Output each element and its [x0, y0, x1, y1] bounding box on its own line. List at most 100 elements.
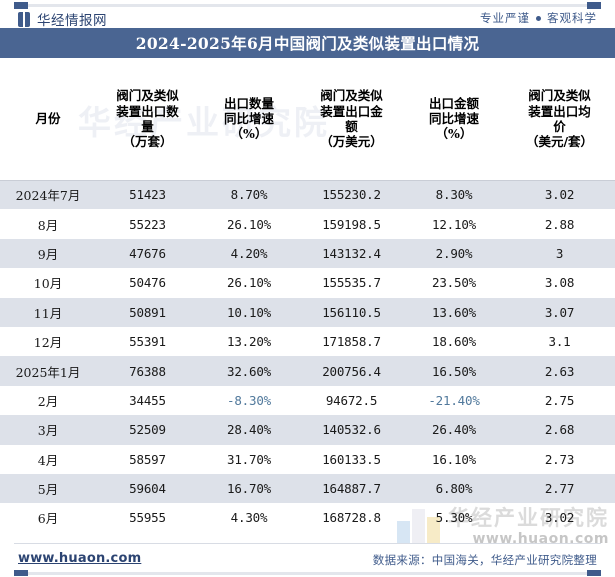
cell-quantity-yoy: 32.60% — [227, 363, 271, 379]
cell-quantity-yoy: 28.40% — [227, 422, 271, 438]
tagline: 专业严谨 客观科学 — [480, 10, 597, 26]
table-row: 9月 47676 4.20% 143132.4 2.90% 3 — [0, 238, 615, 269]
cell-amount-yoy: -21.40% — [428, 392, 480, 408]
table-head: 月份 阀门及类似 装置出口数 量 （万套） 出口数量 同比增速 （%） 阀门及类… — [0, 58, 615, 180]
footer-website-link[interactable]: www.huaon.com — [18, 551, 142, 566]
cell-amount-yoy: 18.60% — [432, 334, 476, 350]
bottom-rule-left-cap — [14, 570, 28, 576]
brand[interactable]: 华经情报网 — [18, 9, 107, 29]
cell-month: 11月 — [33, 305, 63, 321]
cell-amount: 155230.2 — [322, 187, 381, 203]
cell-month: 2月 — [37, 393, 59, 409]
cell-quantity: 55391 — [129, 334, 166, 350]
table-row: 6月 55955 4.30% 168728.8 5.30% 3.02 — [0, 503, 615, 532]
cell-amount-yoy: 2.90% — [435, 245, 473, 261]
cell-quantity-yoy: 26.10% — [227, 216, 271, 232]
page-title: 2024-2025年6月中国阀门及类似装置出口情况 — [135, 34, 480, 53]
cell-quantity-yoy: 16.70% — [227, 481, 271, 497]
cell-month: 4月 — [37, 452, 59, 468]
cell-quantity: 58597 — [129, 451, 166, 467]
cell-average-price: 2.73 — [544, 451, 575, 467]
top-bar — [0, 0, 615, 28]
cell-month: 10月 — [33, 276, 63, 292]
bottom-rule-right-cap — [587, 570, 601, 576]
table-header-row: 月份 阀门及类似 装置出口数 量 （万套） 出口数量 同比增速 （%） 阀门及类… — [0, 58, 615, 180]
cell-quantity: 51423 — [129, 187, 166, 203]
table-row: 2月 34455 -8.30% 94672.5 -21.40% 2.75 — [0, 386, 615, 415]
cell-amount: 94672.5 — [325, 392, 378, 408]
cell-amount-yoy: 5.30% — [435, 510, 473, 526]
cell-quantity: 76388 — [129, 363, 166, 379]
cell-amount-yoy: 8.30% — [435, 187, 473, 203]
table-row: 3月 52509 28.40% 140532.6 26.40% 2.68 — [0, 415, 615, 445]
cell-amount-yoy: 16.10% — [432, 451, 476, 467]
cell-amount: 156110.5 — [322, 304, 381, 320]
cell-month: 2024年7月 — [15, 188, 81, 204]
cell-quantity-yoy: 4.20% — [230, 245, 268, 261]
cell-average-price: 3.08 — [544, 275, 575, 291]
col-header-average-price: 阀门及类似 装置出口均 价 （美元/套） — [525, 88, 594, 149]
cell-month: 3月 — [37, 423, 59, 439]
col-header-export-quantity: 阀门及类似 装置出口数 量 （万套） — [116, 88, 179, 149]
table-row: 5月 59604 16.70% 164887.7 6.80% 2.77 — [0, 473, 615, 504]
top-rule-left-cap — [14, 2, 28, 9]
cell-amount: 171858.7 — [322, 334, 381, 350]
cell-average-price: 3 — [555, 245, 564, 261]
cell-amount-yoy: 16.50% — [432, 363, 476, 379]
cell-quantity-yoy: 4.30% — [230, 510, 268, 526]
col-header-quantity-yoy: 出口数量 同比增速 （%） — [223, 95, 274, 142]
cell-amount: 140532.6 — [322, 422, 381, 438]
cell-average-price: 3.02 — [544, 510, 575, 526]
cell-quantity-yoy: 26.10% — [227, 275, 271, 291]
cell-average-price: 3.07 — [544, 304, 575, 320]
cell-average-price: 2.68 — [544, 422, 575, 438]
cell-quantity-yoy: 8.70% — [230, 187, 268, 203]
brand-name: 华经情报网 — [37, 13, 107, 29]
title-band: 2024-2025年6月中国阀门及类似装置出口情况 — [0, 28, 615, 58]
cell-amount: 200756.4 — [322, 363, 381, 379]
table-row: 4月 58597 31.70% 160133.5 16.10% 2.73 — [0, 445, 615, 474]
cell-quantity: 50476 — [129, 275, 166, 291]
cell-quantity-yoy: 13.20% — [227, 334, 271, 350]
cell-amount-yoy: 6.80% — [435, 481, 473, 497]
tagline-right: 客观科学 — [547, 11, 597, 25]
cell-quantity: 59604 — [129, 481, 166, 497]
table-row: 2024年7月 51423 8.70% 155230.2 8.30% 3.02 — [0, 180, 615, 210]
top-rule-right-cap — [587, 2, 601, 9]
cell-amount-yoy: 26.40% — [432, 422, 476, 438]
col-header-month: 月份 — [35, 111, 61, 127]
top-rule-right — [301, 4, 601, 7]
cell-average-price: 3.1 — [548, 334, 571, 350]
cell-month: 5月 — [37, 482, 59, 498]
cell-quantity: 52509 — [129, 422, 166, 438]
table-row: 11月 50891 10.10% 156110.5 13.60% 3.07 — [0, 297, 615, 327]
book-logo-icon — [18, 11, 30, 27]
cell-month: 6月 — [37, 511, 59, 527]
cell-amount: 168728.8 — [322, 510, 381, 526]
dot-separator-icon — [536, 15, 541, 21]
cell-quantity-yoy: 10.10% — [227, 304, 271, 320]
top-rule-left — [14, 4, 314, 7]
cell-amount: 159198.5 — [322, 216, 381, 232]
cell-amount-yoy: 23.50% — [432, 275, 476, 291]
cell-quantity: 34455 — [129, 392, 166, 408]
cell-month: 9月 — [37, 246, 59, 262]
cell-average-price: 2.77 — [544, 481, 575, 497]
cell-quantity: 47676 — [129, 245, 166, 261]
cell-quantity: 55223 — [129, 216, 166, 232]
cell-amount: 155535.7 — [322, 275, 381, 291]
cell-month: 8月 — [37, 217, 59, 233]
cell-amount: 160133.5 — [322, 451, 381, 467]
cell-quantity: 50891 — [129, 304, 166, 320]
cell-month: 12月 — [33, 335, 63, 351]
cell-amount-yoy: 13.60% — [432, 304, 476, 320]
footer-data-source: 数据来源：中国海关，华经产业研究院整理 — [372, 553, 597, 567]
footer: www.huaon.com 数据来源：中国海关，华经产业研究院整理 — [0, 543, 615, 577]
cell-amount-yoy: 12.10% — [432, 216, 476, 232]
cell-average-price: 3.02 — [544, 187, 575, 203]
bottom-rule-left — [14, 572, 314, 575]
table-row: 8月 55223 26.10% 159198.5 12.10% 2.88 — [0, 209, 615, 238]
footer-divider — [14, 543, 601, 544]
cell-average-price: 2.88 — [544, 216, 575, 232]
cell-amount: 164887.7 — [322, 481, 381, 497]
